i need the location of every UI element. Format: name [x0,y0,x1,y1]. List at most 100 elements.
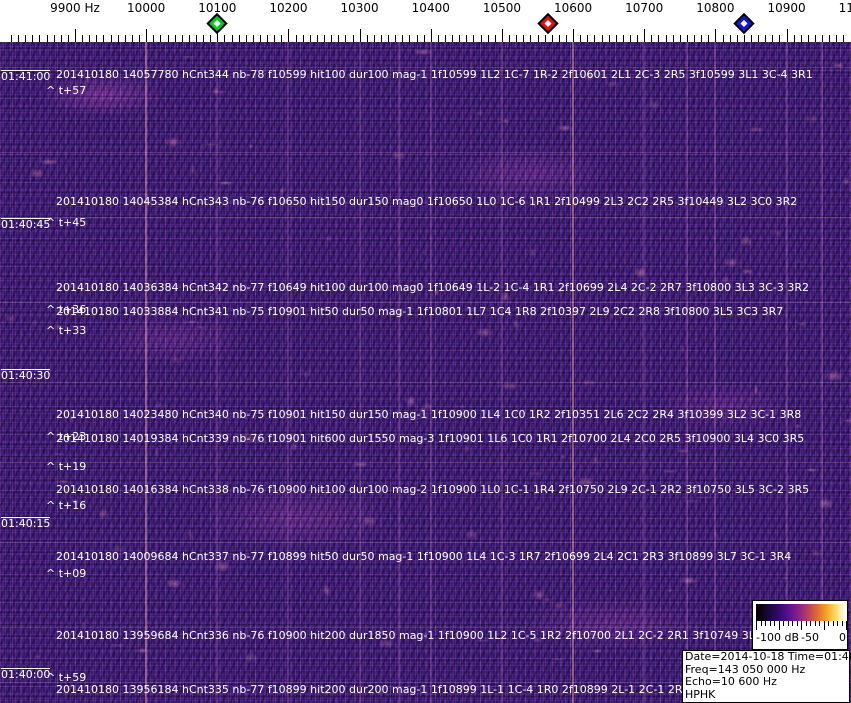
echo-blob [85,74,90,83]
echo-blob [78,277,90,281]
horizontal-smear [0,462,851,463]
ruler-minor-tick [758,35,760,42]
echo-blob [81,620,86,629]
echo-blob [474,110,485,117]
blue-diamond-marker[interactable] [733,12,755,35]
ruler-major-tick [288,29,290,42]
colorbar-tick [805,621,807,626]
echo-blob [39,159,59,166]
echo-blob [187,529,193,541]
echo-blob [169,356,182,364]
echo-blob [323,236,334,242]
echo-blob [494,310,506,313]
horizontal-smear [0,152,851,153]
echo-blob [584,73,594,82]
echo-blob [676,448,690,453]
ruler-minor-tick [153,35,155,42]
event-record-line: 201410180 13956184 hCnt335 nb-77 f10899 … [56,683,813,696]
ruler-minor-tick [736,35,738,42]
ruler-minor-tick [587,35,589,42]
echo-blob [740,235,753,246]
echo-blob [455,405,466,409]
info-box: Date=2014-10-18 Time=01:40 UTC Freq=143 … [682,650,851,703]
echo-blob [805,115,819,124]
colorbar-gradient [756,604,846,621]
ruler-minor-tick [651,35,653,42]
echo-blob [136,648,150,654]
ruler-minor-tick [459,35,461,42]
echo-blob [840,177,851,186]
echo-blob [552,601,565,610]
ruler-minor-tick [765,35,767,42]
ruler-minor-tick [708,35,710,42]
echo-blob [280,187,285,196]
time-offset-marker: ^ t+45 [46,216,87,229]
echo-blob [513,320,520,330]
echo-blob [501,381,520,390]
ruler-minor-tick [388,35,390,42]
carrier-line-strong [145,42,148,703]
event-record-line: 201410180 14036384 hCnt342 nb-77 f10649 … [56,281,809,294]
colorbar-legend: -100 dB -50 0 [752,600,848,650]
ruler-minor-tick [18,35,20,42]
ruler-minor-tick [203,35,205,42]
ruler-minor-tick [772,35,774,42]
frequency-ruler[interactable]: 9900 Hz 10000 10100 10200 10300 10400 10500 106… [0,0,851,42]
ruler-minor-tick [437,35,439,42]
ruler-minor-tick [39,35,41,42]
ruler-major-tick [786,29,788,42]
colorbar-tick [810,621,811,626]
info-freq: Freq=143 050 000 Hz [685,662,806,676]
ruler-tick-label: 9900 Hz [50,1,100,15]
time-offset-marker: ^ t+57 [46,84,87,97]
ruler-minor-tick [729,35,731,42]
time-offset-marker: ^ t+16 [46,499,87,512]
echo-blob [68,413,74,424]
green-diamond-marker[interactable] [206,12,228,35]
echo-blob [183,321,200,324]
spectrogram-canvas[interactable]: 201410180 14057780 hCnt344 nb-78 f10599 … [0,42,851,703]
echo-blob [196,326,206,329]
ruler-major-tick [146,29,148,42]
ruler-minor-tick [96,35,98,42]
ruler-minor-tick [274,35,276,42]
ruler-minor-tick [537,35,539,42]
time-axis-label: 01:40:45 [1,218,51,231]
time-axis-label: 01:40:30 [1,369,51,382]
ruler-minor-tick [601,35,603,42]
echo-blob [592,456,598,465]
echo-blob [154,447,159,457]
ruler-minor-tick [309,35,311,42]
colorbar-label-max: 0 [839,631,846,644]
echo-blob [665,589,675,593]
ruler-major-tick [501,29,503,42]
echo-blob [98,509,110,519]
ruler-minor-tick [530,35,532,42]
event-record-line: 201410180 14019384 hCnt339 nb-76 f10901 … [56,432,805,445]
echo-blob [798,322,807,326]
red-diamond-marker[interactable] [537,12,559,35]
ruler-minor-tick [338,35,340,42]
ruler-minor-tick [67,35,69,42]
horizontal-smear [0,67,851,68]
colorbar-tick [765,621,766,626]
colorbar-tick [756,621,757,630]
echo-blob [298,370,315,377]
ruler-tick-label: 10900 [767,1,806,15]
echo-blob [173,613,178,619]
echo-blob [832,63,844,69]
ruler-tick-label: 10300 [340,1,379,15]
time-offset-marker: ^ t+36 [46,303,87,316]
carrier-line-faint [358,42,361,703]
echo-blob [533,590,546,600]
ruler-major-tick [715,29,717,42]
spectrogram-noise-layer-a [0,42,851,703]
echo-blob [218,181,234,185]
colorbar-labels: -100 dB -50 0 [753,631,849,647]
echo-blob [417,407,428,410]
ruler-minor-tick [110,35,112,42]
event-record-line: 201410180 14045384 hCnt343 nb-76 f10650 … [56,195,798,208]
ruler-tick-label: 10700 [625,1,664,15]
echo-blob [535,505,540,511]
ruler-minor-tick [324,35,326,42]
